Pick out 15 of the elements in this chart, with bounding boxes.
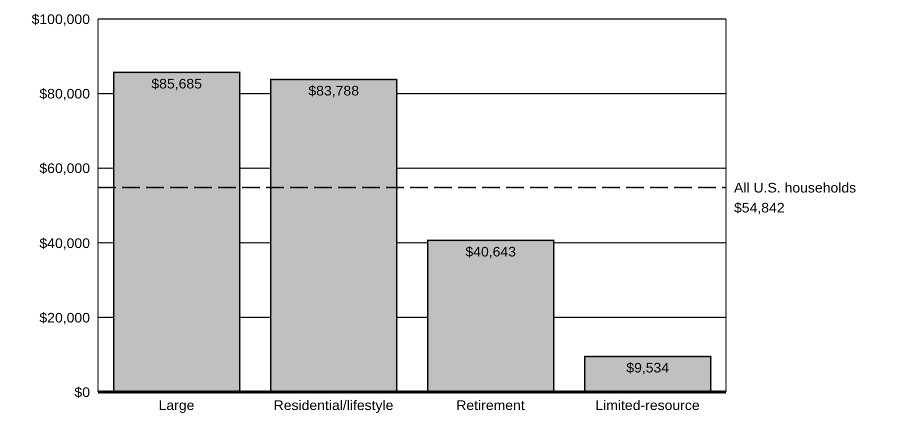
y-tick-label: $20,000 — [39, 309, 90, 326]
x-tick-label: Limited-resource — [595, 396, 700, 413]
data-label: $9,534 — [626, 359, 670, 376]
data-label: $40,643 — [465, 243, 516, 260]
data-label: $83,788 — [308, 82, 360, 98]
x-tick-label: Large — [158, 396, 195, 413]
y-tick-label: $0 — [74, 384, 90, 400]
x-tick-label: Retirement — [456, 396, 525, 413]
y-tick-label: $80,000 — [39, 86, 90, 102]
ref-line-label: All U.S. households $54,842 — [734, 179, 856, 216]
data-label: $85,685 — [151, 75, 202, 92]
y-tick-label: $40,000 — [39, 234, 90, 251]
x-tick-label: Residential/lifestyle — [274, 396, 394, 413]
y-tick-label: $100,000 — [32, 10, 90, 27]
y-tick-label: $60,000 — [39, 160, 90, 176]
